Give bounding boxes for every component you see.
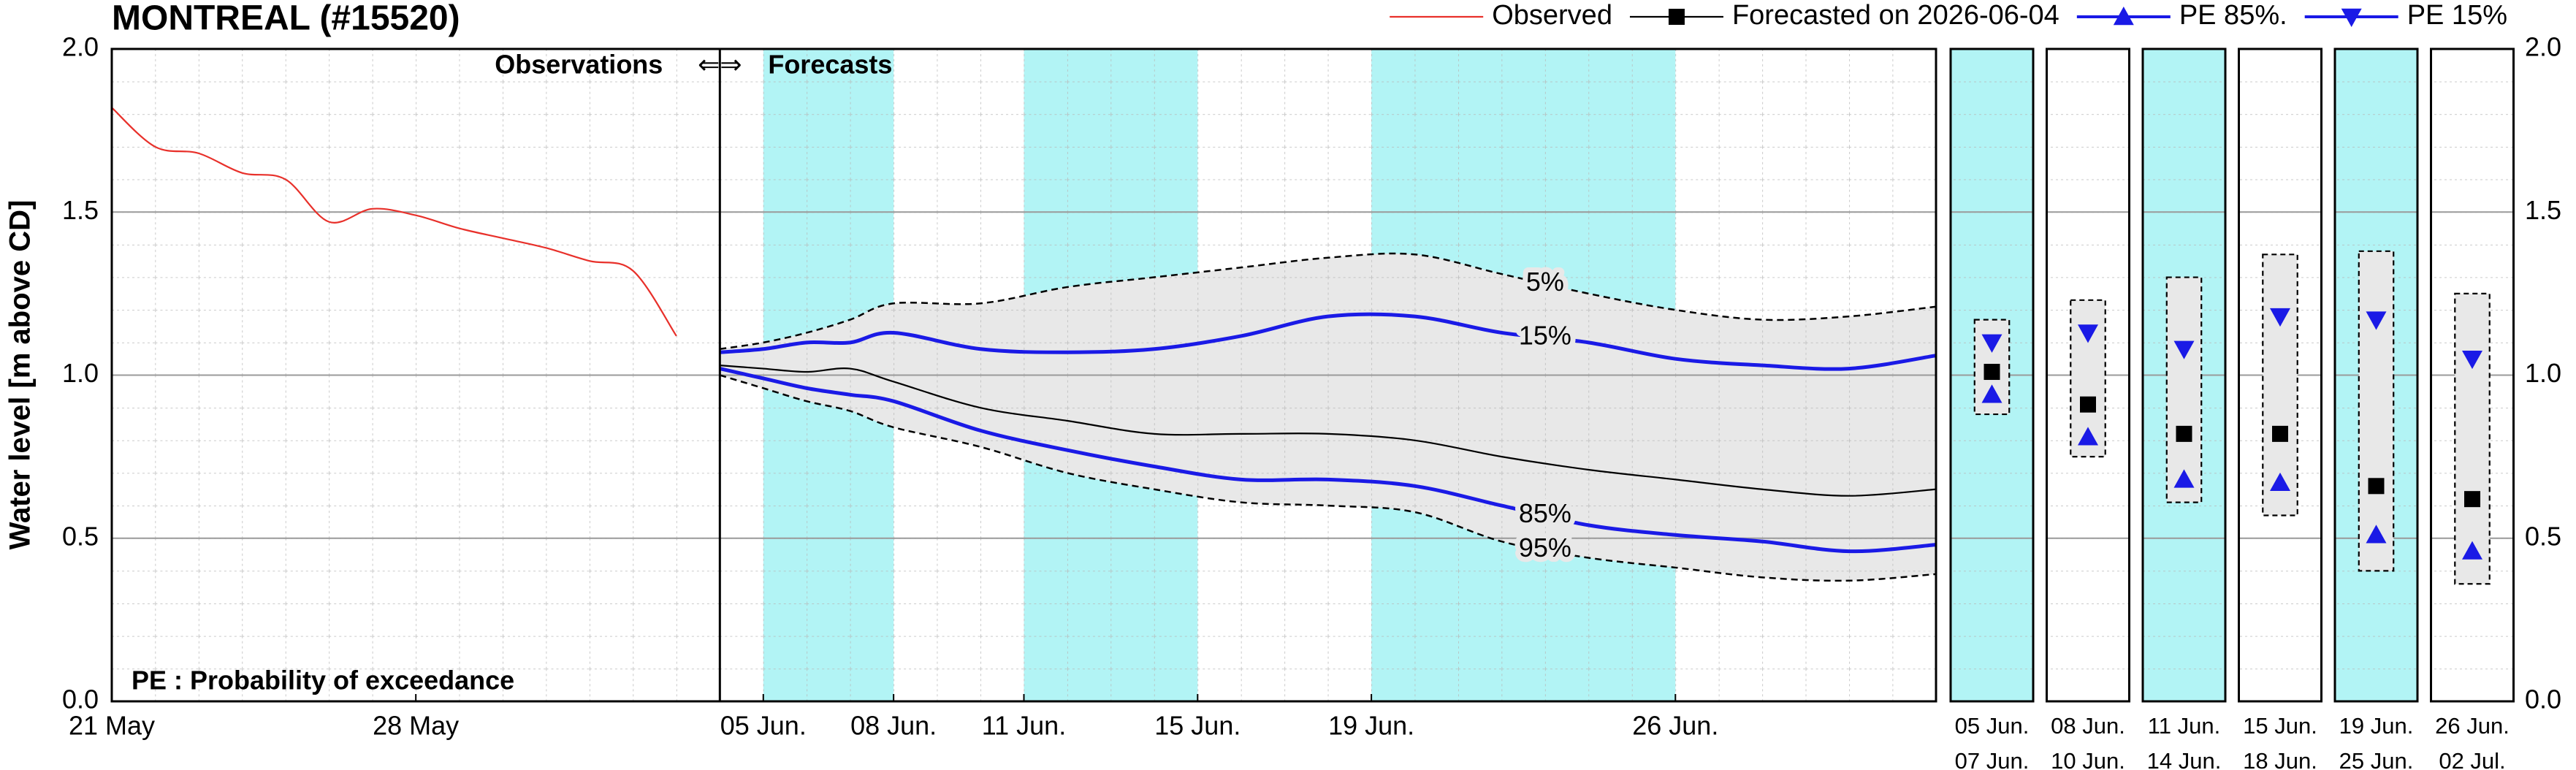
- panel-frame: [2046, 47, 2130, 703]
- curve-label: 85%: [1519, 498, 1571, 528]
- panel-frame: [2430, 47, 2515, 703]
- panel-marker: [2078, 427, 2098, 446]
- range-box: [2358, 250, 2395, 572]
- panel-marker: [2173, 340, 2195, 359]
- plot-background: [112, 48, 2514, 702]
- period-label: 19 Jun.: [2339, 713, 2414, 739]
- x-tick-label: 11 Jun.: [982, 711, 1066, 741]
- legend-label: Forecasted on 2026-06-04: [1732, 0, 2059, 31]
- panel-marker: [2462, 541, 2482, 560]
- x-tick-label: 26 Jun.: [1632, 711, 1718, 741]
- y2-tick-label: 1.5: [2525, 195, 2561, 225]
- legend-label: Observed: [1492, 0, 1612, 31]
- legend-marker: [2341, 8, 2362, 28]
- range-box: [2262, 254, 2298, 516]
- period-label: 25 Jun.: [2339, 748, 2414, 770]
- panel-frame: [2141, 47, 2227, 703]
- legend-marker: [2113, 7, 2134, 26]
- divider-label: Forecasts: [768, 50, 892, 80]
- curve-label: 5%: [1526, 267, 1564, 297]
- panel-marker: [2078, 324, 2098, 343]
- period-label: 05 Jun.: [1955, 713, 2030, 739]
- x-tick-label: 21 May: [69, 711, 155, 741]
- curve-label: 15%: [1519, 321, 1571, 351]
- panel-frame: [2238, 47, 2322, 703]
- y-tick-label: 0.5: [62, 521, 99, 551]
- period-label: 07 Jun.: [1955, 748, 2030, 770]
- legend-label: PE 15%: [2407, 0, 2507, 31]
- y-tick-label: 1.0: [62, 358, 99, 388]
- legend-item: PE 15%: [2304, 0, 2507, 31]
- panel-marker: [2464, 491, 2480, 508]
- x-tick-label: 19 Jun.: [1328, 711, 1414, 741]
- y-tick-label: 0.0: [62, 685, 99, 714]
- panel-frame: [1949, 47, 2035, 703]
- legend-item: PE 85%.: [2076, 0, 2287, 31]
- curve-label: 95%: [1519, 533, 1571, 563]
- divider-arrows: ⇐⇒: [698, 50, 742, 80]
- panel-marker: [2173, 469, 2195, 488]
- legend-marker: [1668, 9, 1685, 25]
- note: PE : Probability of exceedance: [132, 666, 514, 695]
- range-box: [2165, 276, 2203, 503]
- x-tick-label: 08 Jun.: [850, 711, 937, 741]
- x-tick-label: 15 Jun.: [1154, 711, 1241, 741]
- legend-item: Observed: [1390, 0, 1612, 31]
- legend-label: PE 85%.: [2179, 0, 2287, 31]
- period-label: 08 Jun.: [2051, 713, 2125, 739]
- legend-item: Forecasted on 2026-06-04: [1629, 0, 2059, 31]
- panel-marker: [1984, 364, 2000, 381]
- panel-marker: [2080, 396, 2096, 413]
- divider-label: Observations: [495, 50, 663, 80]
- period-label: 18 Jun.: [2243, 748, 2317, 770]
- period-label: 15 Jun.: [2243, 713, 2317, 739]
- panel-marker: [2366, 525, 2387, 544]
- percentile-line: [720, 252, 1937, 351]
- plot-frame: [110, 47, 1937, 703]
- x-tick-label: 28 May: [373, 711, 459, 741]
- y2-tick-label: 2.0: [2525, 32, 2561, 62]
- period-label: 11 Jun.: [2148, 713, 2220, 739]
- y2-tick-label: 0.0: [2525, 685, 2561, 714]
- chart-title: MONTREAL (#15520): [112, 0, 460, 38]
- panel-marker: [2270, 472, 2290, 492]
- series-line: [111, 107, 677, 337]
- panel-marker: [2270, 308, 2290, 327]
- y2-tick-label: 0.5: [2525, 521, 2561, 551]
- panel-marker: [2368, 478, 2385, 495]
- series-line: [719, 367, 1937, 554]
- panel-frame: [2333, 47, 2419, 703]
- panel-marker: [2366, 311, 2387, 330]
- panel-marker: [1981, 384, 2003, 403]
- y2-tick-label: 1.0: [2525, 358, 2561, 388]
- x-tick-label: 05 Jun.: [720, 711, 807, 741]
- plot-content: 0.0 0.5 1.0 1.5 2.0 21 May 28 May 05 Jun. 08 Jun…: [62, 0, 2561, 770]
- y-tick-label: 1.5: [62, 195, 99, 225]
- series-line: [720, 312, 1937, 371]
- series-line: [720, 365, 1937, 497]
- panel-marker: [2176, 425, 2192, 442]
- panel-marker: [2272, 425, 2288, 442]
- period-label: 02 Jul.: [2439, 748, 2505, 770]
- range-box: [2454, 292, 2491, 585]
- period-label: 14 Jun.: [2147, 748, 2222, 770]
- y-tick-label: 2.0: [62, 32, 99, 62]
- percentile-line: [719, 374, 1937, 582]
- period-label: 26 Jun.: [2435, 713, 2510, 739]
- y-axis-label: Water level [m above CD]: [4, 200, 37, 550]
- panel-marker: [1981, 334, 2003, 353]
- panel-marker: [2462, 350, 2482, 370]
- period-label: 10 Jun.: [2051, 748, 2125, 770]
